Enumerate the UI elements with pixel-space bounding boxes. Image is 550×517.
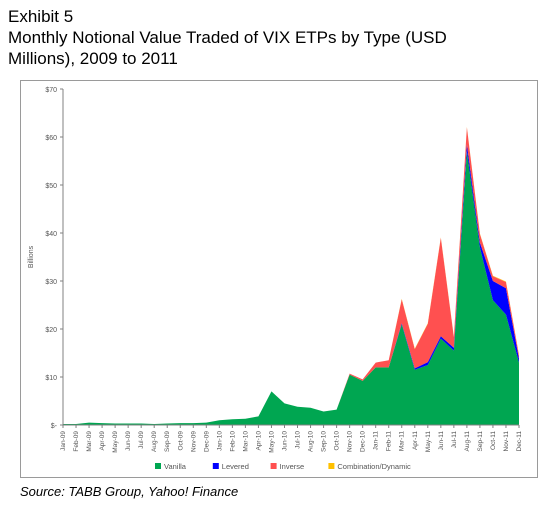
x-tick-label: Oct-10 bbox=[334, 431, 341, 451]
x-tick-label: Sep-09 bbox=[164, 431, 171, 452]
x-tick-label: Nov-11 bbox=[503, 431, 510, 452]
x-tick-label: Jul-11 bbox=[451, 431, 458, 449]
legend-swatch bbox=[212, 463, 219, 469]
y-tick-label: $40 bbox=[45, 231, 57, 238]
stacked-area-chart: $- $10 $20 $30 $40 $50 $60 $70 Billions Jan-09 Feb… bbox=[28, 87, 523, 471]
x-tick-label: Jan-09 bbox=[60, 431, 67, 451]
x-tick-label: Nov-09 bbox=[190, 431, 197, 452]
x-tick-label: Jan-11 bbox=[373, 431, 380, 451]
x-tick-label: May-11 bbox=[425, 431, 432, 453]
chart-frame: $- $10 $20 $30 $40 $50 $60 $70 Billions Jan-09 Feb… bbox=[20, 80, 538, 478]
x-tick-label: Sep-11 bbox=[477, 431, 484, 452]
x-tick-label: Aug-10 bbox=[308, 431, 315, 452]
x-tick-label: Feb-10 bbox=[229, 431, 236, 452]
y-axis-label: Billions bbox=[28, 245, 35, 268]
legend-label: Combination/Dynamic bbox=[337, 462, 411, 471]
x-tick-label: May-09 bbox=[112, 431, 119, 453]
x-tick-label: Mar-09 bbox=[86, 431, 93, 452]
x-tick-label: Apr-11 bbox=[412, 431, 419, 450]
legend-item: Inverse bbox=[270, 462, 305, 471]
x-tick-label: Feb-11 bbox=[386, 431, 393, 451]
x-tick-label: Aug-09 bbox=[151, 431, 158, 452]
y-tick-label: $30 bbox=[45, 279, 57, 286]
x-tick-label: Dec-09 bbox=[203, 431, 210, 452]
x-tick-label: Apr-09 bbox=[99, 431, 106, 451]
x-tick-label: May-10 bbox=[268, 431, 275, 453]
y-tick-label: $- bbox=[51, 423, 58, 430]
x-tick-label: Mar-11 bbox=[399, 431, 406, 451]
x-tick-label: Mar-10 bbox=[242, 431, 249, 452]
exhibit-header: Exhibit 5 Monthly Notional Value Traded … bbox=[8, 6, 542, 69]
x-tick-label: Jun-11 bbox=[438, 431, 445, 451]
x-tick-label: Oct-09 bbox=[177, 431, 184, 451]
chart-title-line-1: Monthly Notional Value Traded of VIX ETP… bbox=[8, 28, 447, 47]
x-tick-label: Oct-11 bbox=[490, 431, 497, 450]
x-tick-label: Nov-10 bbox=[347, 431, 354, 452]
legend-label: Vanilla bbox=[164, 462, 187, 471]
legend-label: Inverse bbox=[280, 462, 305, 471]
x-tick-label: Aug-11 bbox=[464, 431, 471, 452]
legend-item: Levered bbox=[212, 462, 249, 471]
legend-item: Combination/Dynamic bbox=[328, 462, 411, 471]
x-tick-label: Feb-09 bbox=[73, 431, 80, 452]
x-tick-label: Jan-10 bbox=[216, 431, 223, 451]
x-tick-label: Jul-09 bbox=[138, 431, 145, 449]
x-tick-label: Dec-10 bbox=[360, 431, 367, 452]
legend-swatch bbox=[328, 463, 335, 469]
chart-title-line-2: Millions), 2009 to 2011 bbox=[8, 49, 178, 68]
x-tick-label: Jul-10 bbox=[295, 431, 302, 449]
legend-swatch bbox=[155, 463, 161, 469]
y-tick-label: $10 bbox=[45, 375, 57, 382]
x-tick-label: Jun-10 bbox=[281, 431, 288, 451]
y-tick-label: $20 bbox=[45, 327, 57, 334]
x-tick-label: Sep-10 bbox=[321, 431, 328, 452]
legend-swatch bbox=[270, 463, 277, 469]
y-tick-label: $60 bbox=[45, 135, 57, 142]
legend-item: Vanilla bbox=[155, 462, 187, 471]
area-series-vanilla bbox=[63, 151, 519, 425]
exhibit-label: Exhibit 5 bbox=[8, 7, 74, 26]
x-tick-label: Jun-09 bbox=[125, 431, 132, 451]
x-tick-label: Dec-11 bbox=[516, 431, 523, 452]
x-tick-label: Apr-10 bbox=[255, 431, 262, 451]
legend-label: Levered bbox=[222, 462, 249, 471]
y-tick-label: $70 bbox=[45, 87, 57, 94]
source-note: Source: TABB Group, Yahoo! Finance bbox=[20, 484, 239, 499]
y-tick-label: $50 bbox=[45, 183, 57, 190]
